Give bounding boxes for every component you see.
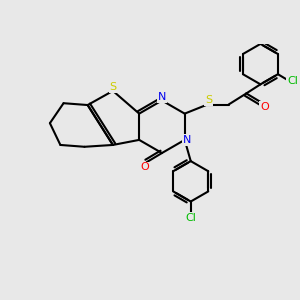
Text: O: O xyxy=(140,162,149,172)
Text: S: S xyxy=(205,95,212,105)
Text: N: N xyxy=(158,92,166,103)
Text: S: S xyxy=(109,82,116,92)
Text: Cl: Cl xyxy=(288,76,298,86)
Text: Cl: Cl xyxy=(185,213,196,223)
Text: O: O xyxy=(260,102,269,112)
Text: N: N xyxy=(182,135,191,145)
